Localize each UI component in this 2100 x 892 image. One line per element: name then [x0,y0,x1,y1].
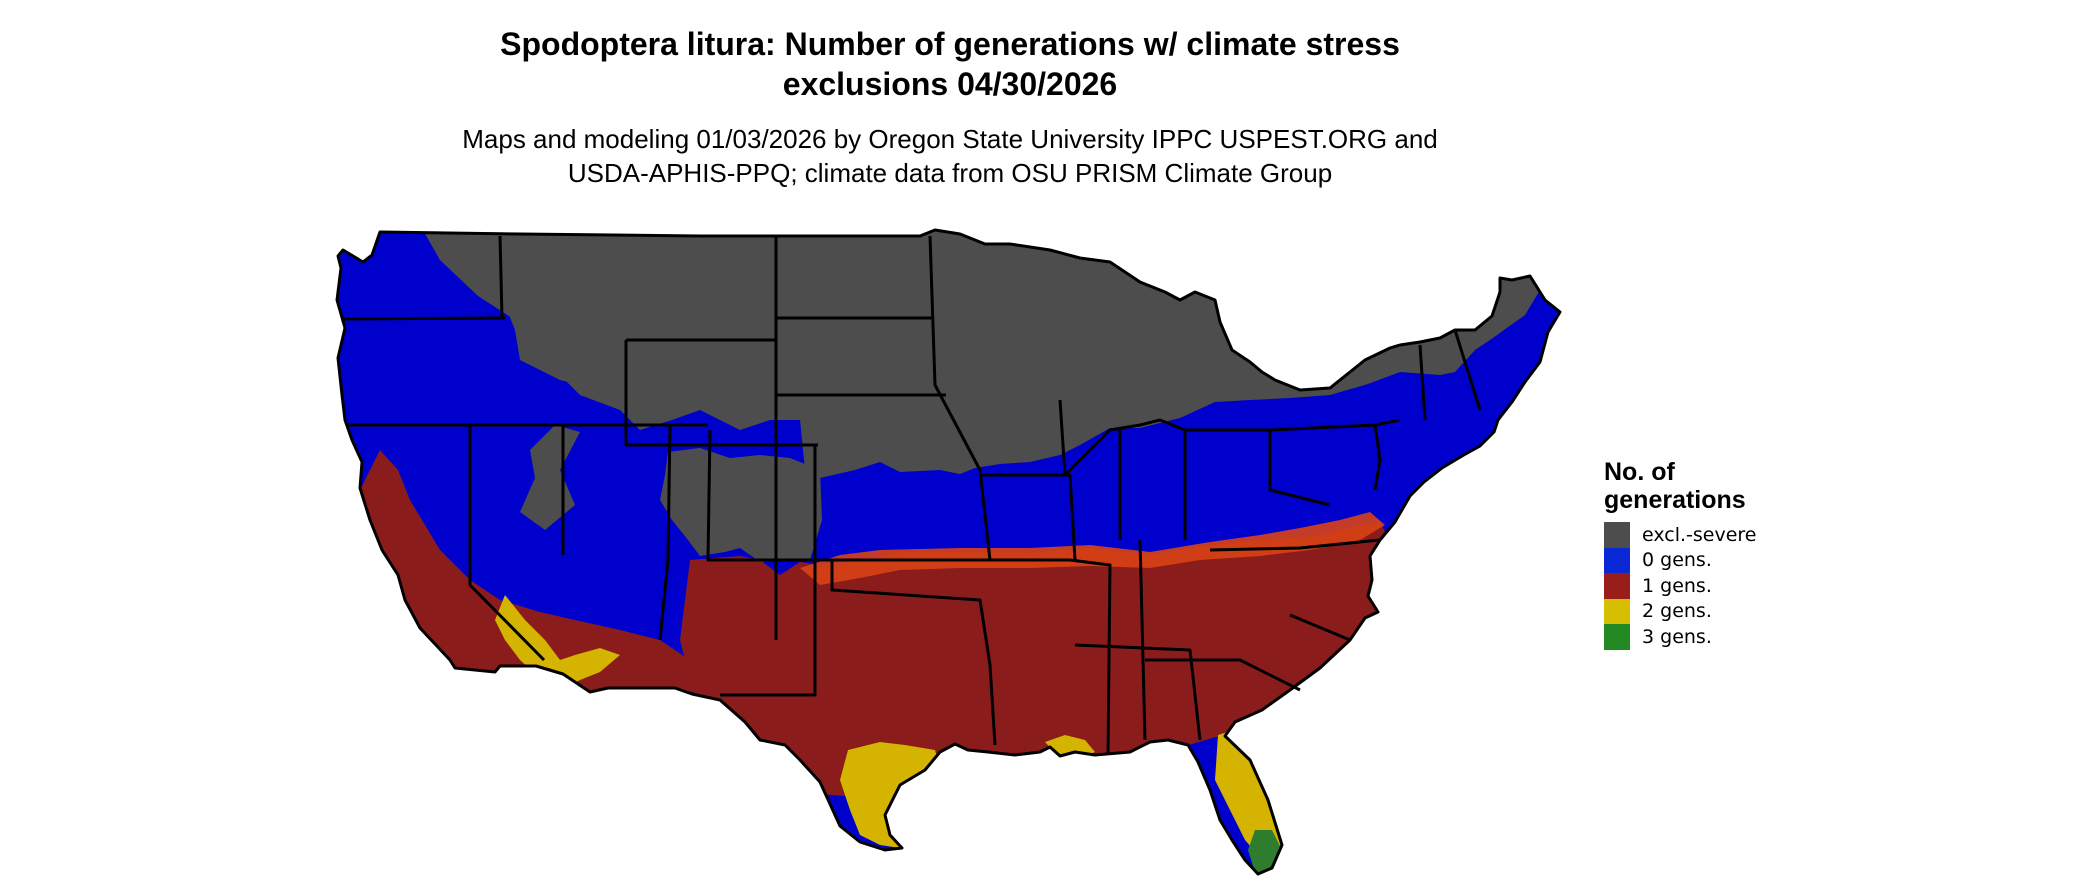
legend-item-zero-gens: 0 gens. [1604,547,1824,573]
legend-swatch-three-gens [1604,624,1630,650]
zone-excluded-utah-colorado [660,448,822,562]
legend-swatch-excluded [1604,522,1630,548]
legend-swatch-zero-gens [1604,547,1630,573]
legend-title: No. of generations [1604,458,1824,514]
zone-excluded-nevada [520,425,580,530]
legend-label-one-gens: 1 gens. [1642,574,1712,597]
legend-title-line-1: No. of [1604,458,1675,486]
legend-swatch-one-gens [1604,573,1630,599]
zone-excluded-wyoming-strip [505,305,640,390]
title-line-2: exclusions 04/30/2026 [782,66,1118,102]
zone-two-generations-texas [840,742,942,848]
legend-label-three-gens: 3 gens. [1642,625,1712,648]
legend-item-one-gens: 1 gens. [1604,573,1824,599]
legend-title-line-2: generations [1604,486,1746,514]
legend-label-excluded: excl.-severe [1642,523,1757,546]
subtitle-line-2: USDA-APHIS-PPQ; climate data from OSU PR… [567,158,1333,188]
map-subtitle: Maps and modeling 01/03/2026 by Oregon S… [400,122,1500,190]
subtitle-line-1: Maps and modeling 01/03/2026 by Oregon S… [462,124,1438,154]
generation-zones [337,230,1560,874]
legend-item-two-gens: 2 gens. [1604,598,1824,624]
legend-swatch-two-gens [1604,598,1630,624]
title-line-1: Spodoptera litura: Number of generations… [500,26,1400,62]
legend-item-excluded: excl.-severe [1604,522,1824,548]
map-title: Spodoptera litura: Number of generations… [400,24,1500,104]
legend: No. of generations excl.-severe 0 gens. … [1604,458,1824,650]
zone-transition-band [800,512,1385,585]
legend-label-two-gens: 2 gens. [1642,600,1712,623]
legend-item-three-gens: 3 gens. [1604,624,1824,650]
state-borders [335,228,1562,876]
zone-two-generations-arizona [495,595,620,690]
zone-two-generations-florida [1215,728,1282,860]
legend-label-zero-gens: 0 gens. [1642,549,1712,572]
zone-one-generation-west [360,450,695,700]
